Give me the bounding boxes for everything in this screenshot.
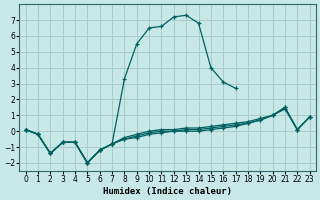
X-axis label: Humidex (Indice chaleur): Humidex (Indice chaleur)	[103, 187, 232, 196]
